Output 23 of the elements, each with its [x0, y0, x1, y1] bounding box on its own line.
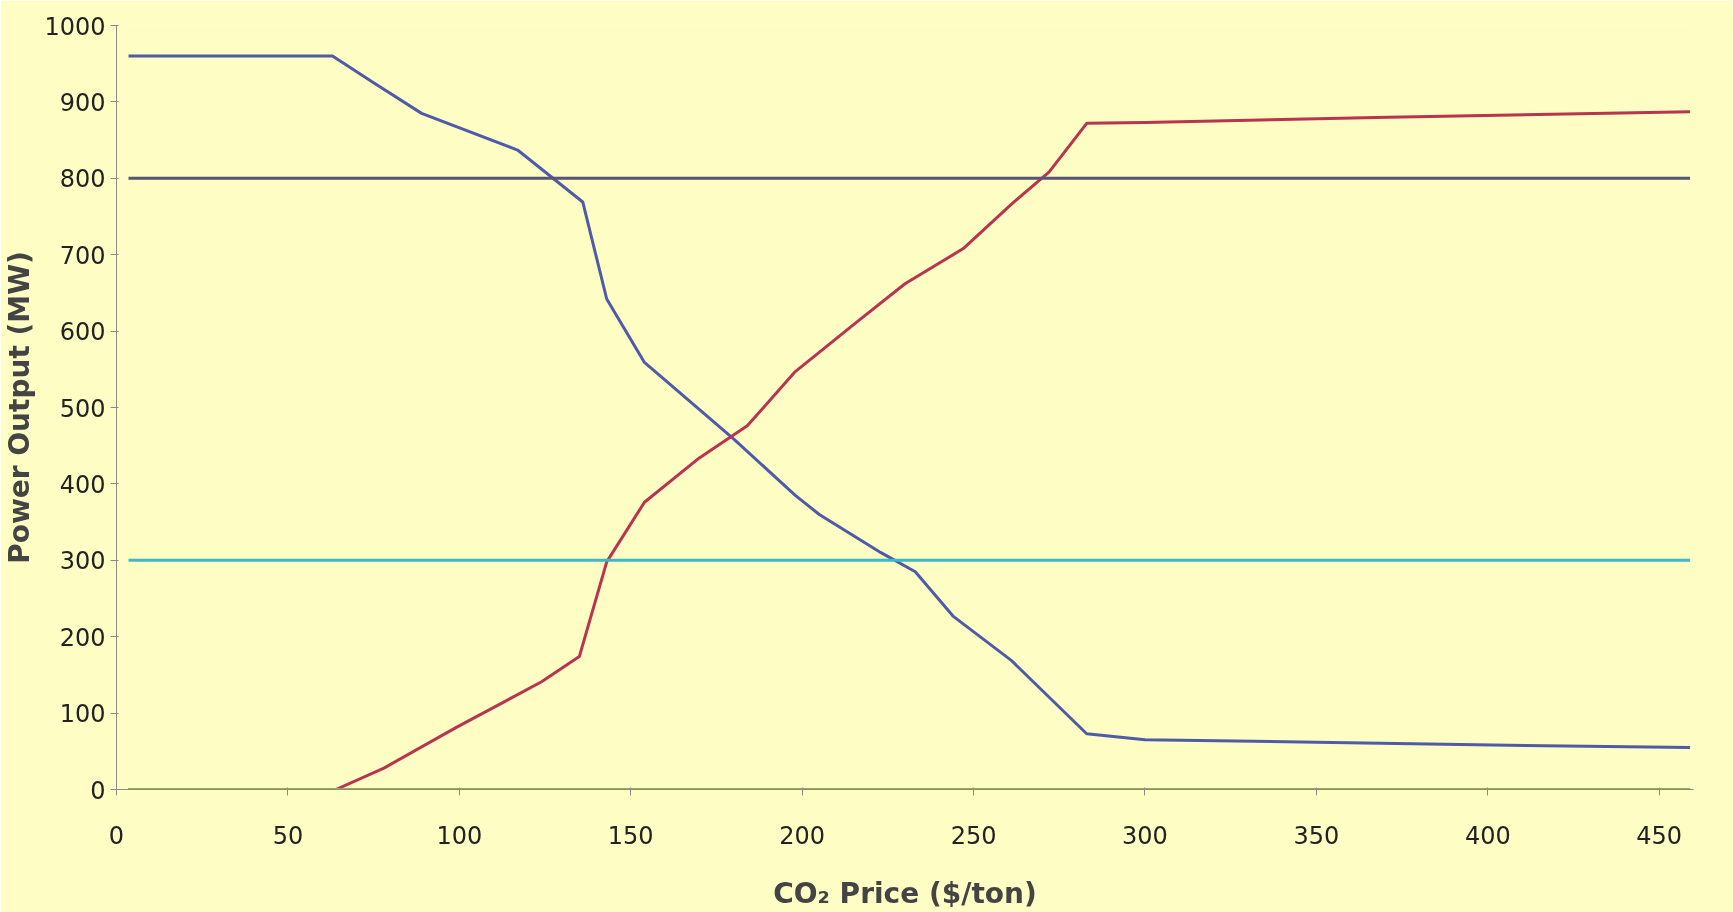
- y-tick-label: 700: [59, 241, 106, 270]
- x-tick-label: 150: [607, 821, 654, 850]
- x-tick-label: 300: [1122, 821, 1168, 850]
- y-tick-label: 900: [59, 88, 106, 117]
- y-tick-label: 1000: [44, 12, 106, 41]
- x-tick-label: 0: [108, 821, 125, 850]
- y-tick-label: 100: [59, 700, 106, 729]
- y-tick-label: 200: [59, 623, 106, 652]
- y-tick-label: 400: [59, 470, 106, 499]
- y-tick-label: 0: [90, 776, 106, 805]
- x-tick-label: 250: [950, 821, 997, 850]
- x-tick-label: 200: [779, 821, 826, 850]
- y-tick-label: 600: [59, 318, 106, 347]
- y-tick-label: 800: [59, 165, 106, 194]
- y-tick-label: 300: [59, 547, 106, 576]
- x-tick-label: 400: [1464, 821, 1511, 850]
- y-tick-label: 500: [59, 394, 106, 423]
- x-axis-title: CO₂ Price ($/ton): [773, 876, 1037, 910]
- x-tick-label: 350: [1293, 821, 1340, 850]
- x-tick-label: 50: [272, 821, 304, 850]
- x-tick-label: 450: [1636, 821, 1683, 850]
- x-tick-label: 100: [436, 821, 483, 850]
- y-axis-title: Power Output (MW): [3, 251, 37, 564]
